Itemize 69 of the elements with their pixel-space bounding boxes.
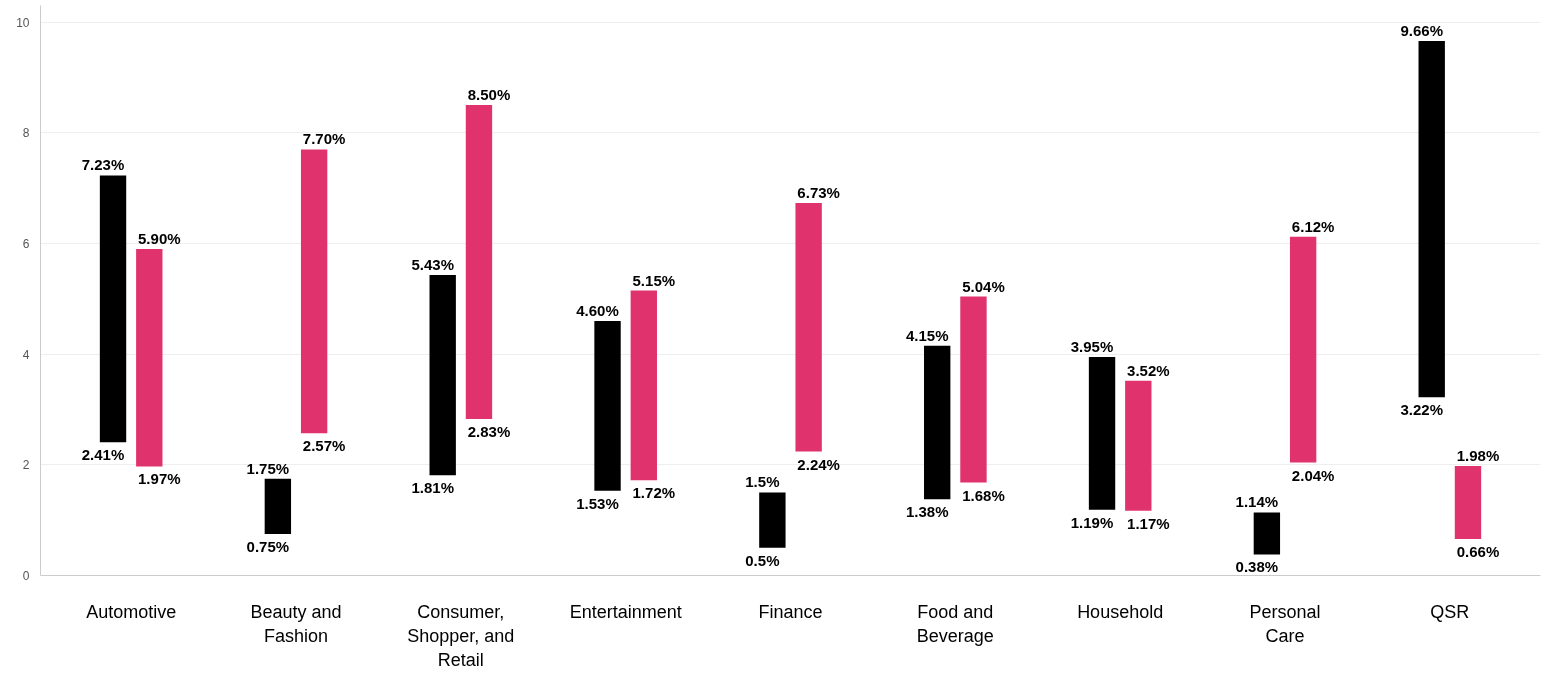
bar	[99, 175, 127, 443]
y-tick-label: 10	[16, 15, 30, 30]
bar	[1418, 40, 1445, 398]
annotation: 1.72%	[632, 484, 676, 502]
annotation: 1.75%	[246, 459, 290, 477]
x-tick-label: Finance	[758, 601, 823, 622]
bar	[960, 296, 987, 483]
bar	[759, 492, 786, 548]
annotation: 1.19%	[1070, 513, 1114, 531]
y-tick-label: 8	[22, 126, 30, 141]
annotation: 0.75%	[246, 538, 290, 555]
annotation: 8.50%	[467, 86, 511, 104]
bar	[1253, 512, 1281, 555]
annotation: 7.70%	[302, 130, 346, 148]
bar	[1454, 465, 1482, 539]
y-tick-label: 0	[22, 569, 30, 583]
x-tick-label: Personal Care	[1249, 601, 1321, 646]
x-tick-label: Food and Beverage	[916, 601, 994, 646]
annotation: 2.83%	[467, 422, 511, 440]
annotation: 1.38%	[905, 503, 949, 521]
bar	[300, 149, 328, 434]
annotation: 4.15%	[905, 326, 949, 344]
annotation: 5.43%	[411, 256, 454, 273]
bar	[465, 105, 493, 419]
bar	[1088, 356, 1116, 510]
annotation: 0.5%	[745, 551, 780, 569]
annotation: 5.90%	[138, 230, 181, 247]
bar	[630, 290, 657, 481]
annotation: 3.52%	[1127, 361, 1170, 379]
annotation: 0.38%	[1235, 558, 1279, 576]
annotation: 2.04%	[1291, 466, 1335, 484]
bar	[429, 275, 456, 476]
annotation: 1.17%	[1127, 514, 1170, 532]
annotation: 2.57%	[302, 437, 346, 455]
bar	[264, 478, 292, 534]
annotation: 3.95%	[1070, 337, 1114, 355]
annotation: 1.5%	[745, 473, 780, 491]
x-tick-label: Automotive	[86, 601, 177, 622]
bar	[1125, 380, 1152, 511]
y-tick-label: 2	[22, 458, 30, 473]
bar	[136, 249, 163, 467]
annotation: 1.81%	[411, 479, 454, 497]
y-tick-label: 6	[22, 236, 30, 251]
bar	[924, 345, 951, 500]
annotation: 1.14%	[1235, 493, 1279, 511]
y-tick-label: 4	[22, 347, 30, 362]
annotation: 1.68%	[962, 486, 1005, 504]
x-tick-label: Entertainment	[569, 601, 682, 622]
bar	[594, 320, 621, 491]
annotation: 1.97%	[138, 470, 181, 488]
annotation: 2.41%	[81, 446, 125, 464]
annotation: 0.66%	[1456, 542, 1500, 560]
annotation: 1.98%	[1456, 446, 1500, 464]
annotation: 5.04%	[962, 277, 1005, 295]
annotation: 4.60%	[576, 301, 619, 319]
bar	[795, 203, 822, 452]
annotation: 7.23%	[81, 156, 125, 174]
annotation: 2.24%	[797, 455, 840, 473]
x-tick-label: Household	[1077, 601, 1164, 622]
annotation: 6.12%	[1291, 217, 1335, 235]
x-tick-label: QSR	[1430, 601, 1470, 622]
annotation: 9.66%	[1400, 21, 1443, 39]
annotation: 6.73%	[797, 184, 840, 202]
bar	[1289, 236, 1317, 463]
annotation: 5.15%	[632, 271, 676, 289]
x-tick-label: Consumer, Shopper, and Retail	[407, 601, 515, 670]
annotation: 1.53%	[576, 494, 619, 512]
annotation: 3.22%	[1400, 401, 1443, 419]
x-tick-label: Beauty and Fashion	[250, 601, 342, 646]
